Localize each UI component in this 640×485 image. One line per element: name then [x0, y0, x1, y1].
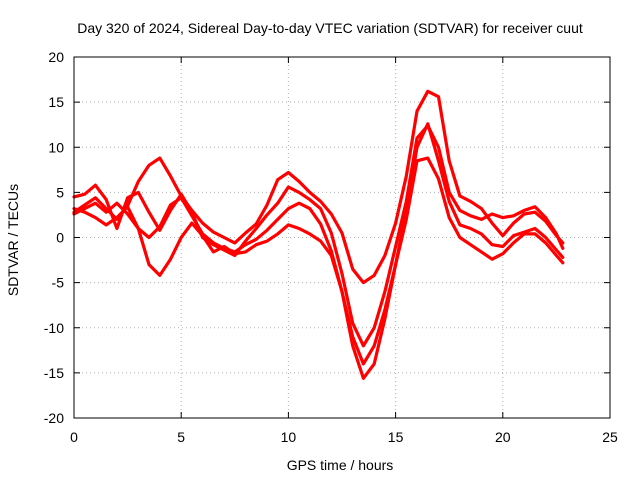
y-tick-label: -15 [44, 365, 64, 381]
x-axis-title: GPS time / hours [287, 457, 394, 473]
x-tick-label: 10 [281, 429, 297, 445]
x-tick-label: 5 [177, 429, 185, 445]
x-tick-label: 20 [495, 429, 511, 445]
x-tick-label: 0 [70, 429, 78, 445]
ticks: 0 5 10 15 20 25 -20 -15 -10 -5 0 5 10 15 20 [44, 49, 618, 445]
y-tick-label: 15 [48, 94, 64, 110]
y-tick-label: 20 [48, 49, 64, 65]
x-tick-label: 15 [388, 429, 404, 445]
x-tick-label: 25 [602, 429, 618, 445]
y-tick-label: -5 [52, 275, 65, 291]
chart-title: Day 320 of 2024, Sidereal Day-to-day VTE… [77, 20, 583, 36]
y-tick-label: -20 [44, 410, 64, 426]
y-tick-label: 10 [48, 139, 64, 155]
y-tick-label: 0 [56, 230, 64, 246]
y-tick-label: 5 [56, 184, 64, 200]
series-group [72, 89, 565, 380]
series-line-track-a [72, 89, 565, 285]
series-line-track-b [72, 123, 565, 348]
series-line-track-d [72, 156, 565, 380]
y-tick-label: -10 [44, 320, 64, 336]
series-line-track-c [72, 122, 565, 366]
y-axis-title: SDTVAR / TECUs [5, 184, 21, 296]
